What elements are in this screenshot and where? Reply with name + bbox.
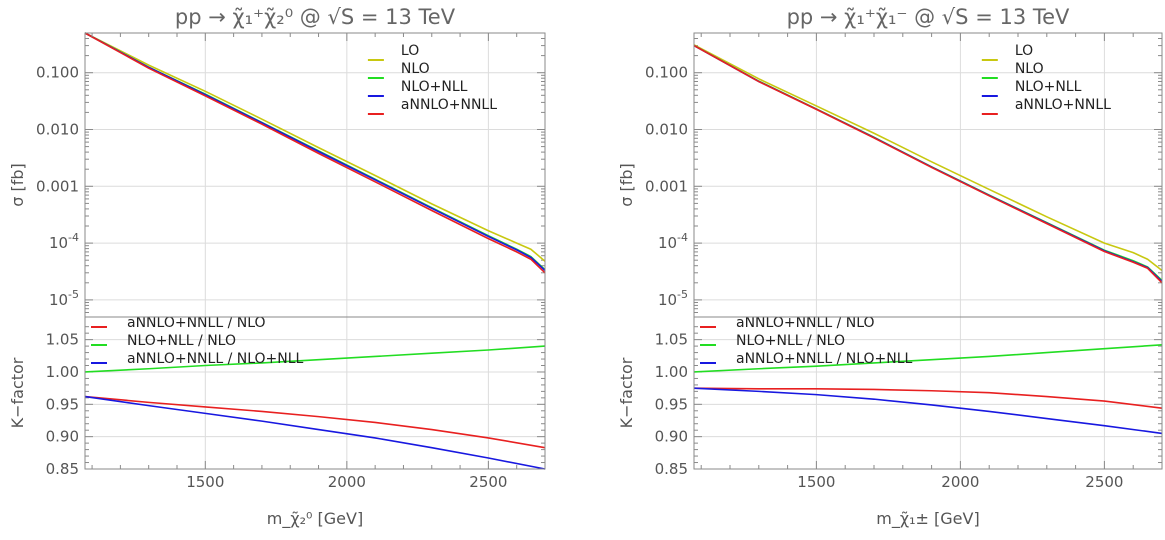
chart-panel-1: 0.100 0.010 0.001 10-4 10-5 LO NLO NLO+NLL aNNLO… — [8, 5, 546, 529]
x-axis-label: m_χ̃₂⁰ [GeV] — [267, 509, 363, 529]
x-tick-label: 1500 — [797, 473, 835, 491]
y-tick-label: 0.100 — [645, 64, 688, 82]
kfactor-line-annlo-nnll-nlo — [693, 387, 1163, 409]
y-tick-label: 0.010 — [645, 121, 688, 139]
y-axis-label-kfactor: K−factor — [617, 357, 636, 428]
legend-label: NLO — [401, 61, 430, 77]
series-line-lo — [84, 32, 546, 262]
y-tick-label: 10-4 — [658, 231, 688, 252]
y-tick-label: 0.95 — [46, 395, 79, 413]
series-line-annlo-nnll — [84, 32, 546, 274]
y-tick-label: 1.05 — [655, 331, 688, 349]
y-tick-label: 1.00 — [655, 363, 688, 381]
y-axis-label-sigma: σ [fb] — [617, 163, 636, 207]
legend-label: NLO+NLL / NLO — [127, 333, 236, 349]
y-tick-label: 0.85 — [46, 460, 79, 478]
kfactor-line-nlo-nll-nlo — [84, 345, 546, 373]
chart-panel-2: 0.100 0.010 0.001 10-4 10-5 LO NLO NLO+NLL aNNLO… — [617, 5, 1163, 529]
x-tick-label: 2500 — [469, 473, 507, 491]
legend-label: aNNLO+NNLL / NLO — [736, 315, 875, 331]
legend-label: NLO — [1015, 61, 1044, 77]
legend-label: LO — [1015, 43, 1033, 59]
legend-label: aNNLO+NNLL — [401, 97, 497, 113]
legend-label: aNNLO+NNLL / NLO+NLL — [736, 351, 913, 367]
x-tick-label: 2000 — [328, 473, 366, 491]
series-line-nlo-nll — [84, 32, 546, 272]
y-tick-label: 1.05 — [46, 331, 79, 349]
legend-label: NLO+NLL — [401, 79, 468, 95]
chart-title: pp → χ̃₁⁺χ̃₂⁰ @ √S = 13 TeV — [175, 5, 456, 29]
y-tick-label: 0.95 — [655, 395, 688, 413]
series-line-lo — [693, 44, 1163, 272]
x-tick-label: 1500 — [186, 473, 224, 491]
top-panel-frame — [84, 32, 546, 318]
y-tick-label: 0.001 — [36, 177, 79, 195]
y-tick-label: 10-5 — [658, 288, 688, 309]
y-tick-label: 10-5 — [49, 288, 79, 309]
bottom-panel-frame — [693, 316, 1163, 470]
legend-label: NLO+NLL — [1015, 79, 1082, 95]
top-panel-frame — [693, 32, 1163, 318]
legend-label: aNNLO+NNLL / NLO — [127, 315, 266, 331]
x-tick-label: 2500 — [1085, 473, 1123, 491]
series-line-annlo-nnll — [693, 44, 1163, 284]
legend-label: aNNLO+NNLL — [1015, 97, 1111, 113]
y-axis-label-kfactor: K−factor — [8, 357, 27, 428]
kfactor-line-annlo-nnll-nlo-nll — [84, 395, 546, 470]
y-tick-label: 0.010 — [36, 121, 79, 139]
kfactor-line-annlo-nnll-nlo — [84, 395, 546, 449]
y-tick-label: 0.90 — [655, 428, 688, 446]
x-tick-label: 2000 — [941, 473, 979, 491]
legend-label: aNNLO+NNLL / NLO+NLL — [127, 351, 304, 367]
chart-title: pp → χ̃₁⁺χ̃₁⁻ @ √S = 13 TeV — [787, 5, 1070, 29]
bottom-panel-frame — [84, 316, 546, 470]
x-axis-label: m_χ̃₁± [GeV] — [876, 509, 979, 529]
y-axis-label-sigma: σ [fb] — [8, 163, 27, 207]
y-tick-label: 1.00 — [46, 363, 79, 381]
kfactor-line-nlo-nll-nlo — [693, 344, 1163, 373]
y-tick-label: 0.001 — [645, 177, 688, 195]
y-tick-label: 0.100 — [36, 64, 79, 82]
legend-label: NLO+NLL / NLO — [736, 333, 845, 349]
y-tick-label: 0.85 — [655, 460, 688, 478]
y-tick-label: 10-4 — [49, 231, 79, 252]
legend-label: LO — [401, 43, 419, 59]
y-tick-label: 0.90 — [46, 428, 79, 446]
kfactor-line-annlo-nnll-nlo-nll — [693, 387, 1163, 435]
